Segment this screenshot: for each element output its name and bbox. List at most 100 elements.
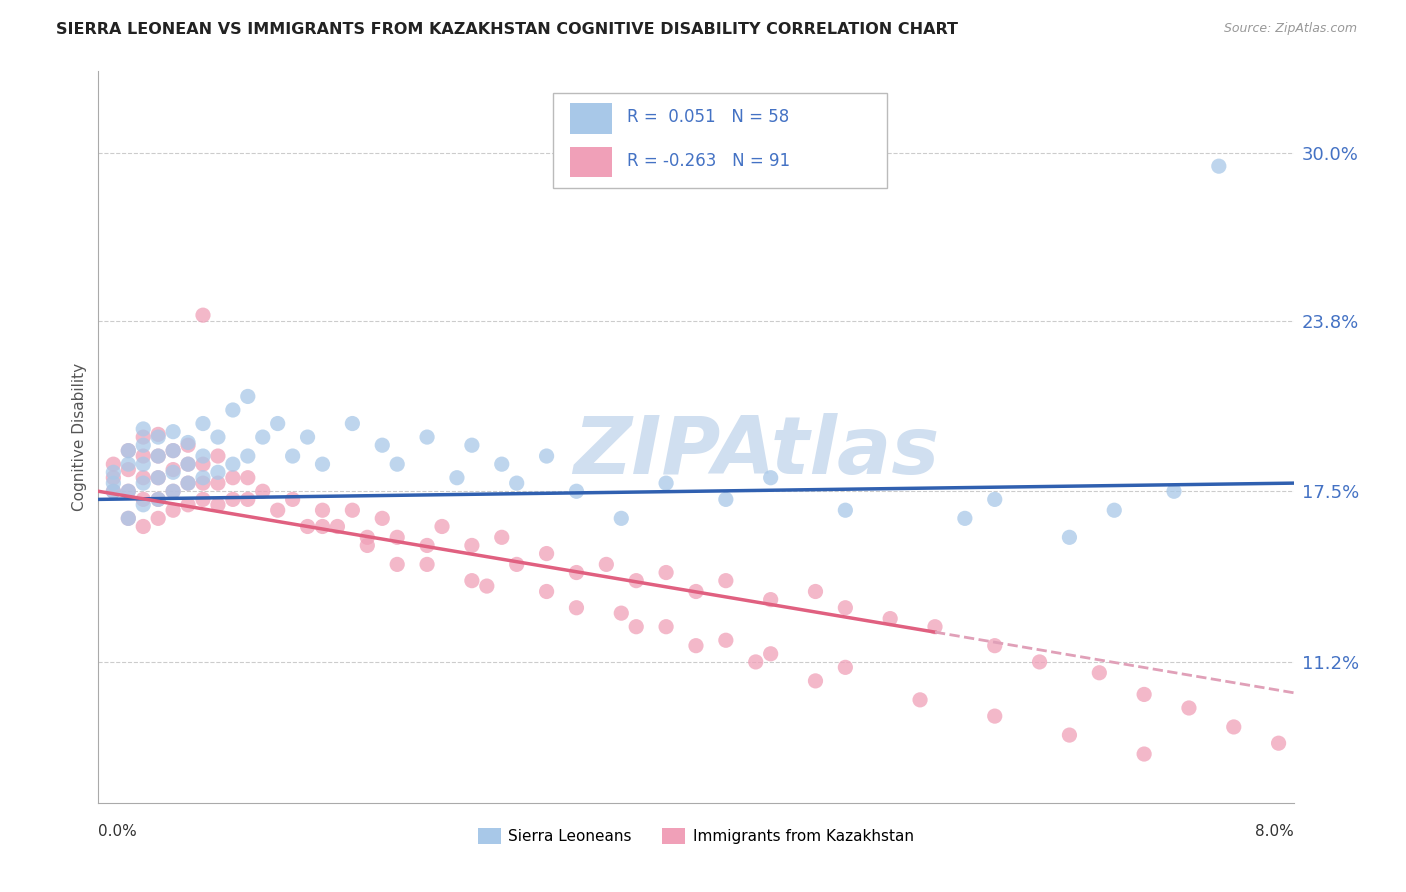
Point	[1059, 530, 1081, 544]
Point	[506, 476, 529, 491]
Point	[117, 457, 139, 471]
Point	[655, 476, 678, 491]
Point	[267, 503, 290, 517]
Point	[326, 519, 349, 533]
Point	[177, 476, 200, 491]
Point	[132, 519, 155, 533]
Point	[834, 503, 856, 517]
Point	[908, 693, 931, 707]
Point	[117, 484, 139, 499]
Point	[191, 471, 214, 485]
Point	[311, 457, 333, 471]
Point	[416, 430, 439, 444]
Point	[222, 457, 245, 471]
Point	[132, 430, 155, 444]
Point	[162, 462, 184, 476]
Point	[714, 574, 737, 588]
Point	[132, 457, 155, 471]
Point	[1163, 484, 1185, 499]
Point	[148, 492, 170, 507]
Point	[1028, 655, 1050, 669]
Point	[371, 511, 394, 525]
Point	[103, 476, 125, 491]
Point	[207, 498, 229, 512]
Point	[953, 511, 976, 525]
Point	[117, 443, 139, 458]
Point	[132, 476, 155, 491]
Point	[595, 558, 617, 572]
Point	[475, 579, 498, 593]
Y-axis label: Cognitive Disability: Cognitive Disability	[72, 363, 87, 511]
Point	[162, 443, 184, 458]
Point	[222, 471, 245, 485]
Point	[385, 558, 409, 572]
Point	[281, 449, 304, 463]
Point	[1133, 747, 1156, 761]
Point	[162, 484, 184, 499]
Text: SIERRA LEONEAN VS IMMIGRANTS FROM KAZAKHSTAN COGNITIVE DISABILITY CORRELATION CH: SIERRA LEONEAN VS IMMIGRANTS FROM KAZAKH…	[56, 22, 959, 37]
Point	[1208, 159, 1230, 173]
Point	[491, 457, 513, 471]
Point	[103, 465, 125, 479]
Point	[759, 592, 782, 607]
Point	[177, 438, 200, 452]
Point	[132, 449, 155, 463]
Point	[655, 566, 678, 580]
Bar	[571, 103, 613, 134]
Point	[745, 655, 768, 669]
Point	[191, 449, 214, 463]
Point	[610, 511, 633, 525]
Point	[148, 449, 170, 463]
Point	[103, 457, 125, 471]
Point	[132, 422, 155, 436]
Point	[311, 519, 333, 533]
Point	[148, 511, 170, 525]
Point	[416, 558, 439, 572]
Point	[132, 471, 155, 485]
Point	[759, 647, 782, 661]
Point	[222, 492, 245, 507]
Point	[191, 417, 214, 431]
Point	[162, 443, 184, 458]
Point	[984, 709, 1007, 723]
Point	[1133, 688, 1156, 702]
Text: R = -0.263   N = 91: R = -0.263 N = 91	[627, 153, 790, 170]
Point	[191, 492, 214, 507]
Point	[685, 639, 707, 653]
Point	[103, 484, 125, 499]
Point	[117, 511, 139, 525]
Point	[117, 462, 139, 476]
Point	[148, 427, 170, 442]
Point	[1267, 736, 1289, 750]
Point	[162, 484, 184, 499]
Point	[446, 471, 468, 485]
Point	[879, 611, 901, 625]
Point	[416, 538, 439, 552]
Point	[177, 435, 200, 450]
Point	[759, 471, 782, 485]
Point	[984, 492, 1007, 507]
Point	[191, 476, 214, 491]
Point	[565, 566, 588, 580]
Point	[281, 492, 304, 507]
FancyBboxPatch shape	[553, 94, 887, 188]
Point	[430, 519, 453, 533]
Text: Source: ZipAtlas.com: Source: ZipAtlas.com	[1223, 22, 1357, 36]
Text: 0.0%: 0.0%	[98, 824, 138, 839]
Point	[132, 498, 155, 512]
Point	[191, 457, 214, 471]
Point	[236, 492, 259, 507]
Point	[311, 503, 333, 517]
Point	[1223, 720, 1246, 734]
Point	[148, 492, 170, 507]
Point	[162, 465, 184, 479]
Point	[177, 498, 200, 512]
Point	[103, 484, 125, 499]
Point	[342, 417, 364, 431]
Point	[252, 430, 274, 444]
Point	[565, 600, 588, 615]
Point	[356, 538, 378, 552]
Point	[685, 584, 707, 599]
Point	[177, 476, 200, 491]
Point	[1104, 503, 1126, 517]
